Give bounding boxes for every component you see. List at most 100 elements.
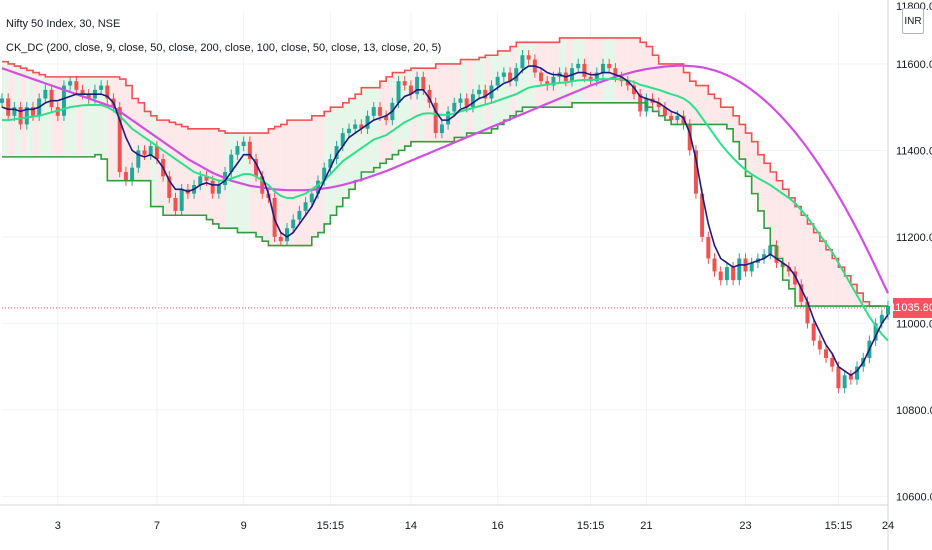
- band-fill-segment: [460, 59, 467, 138]
- band-fill-segment: [466, 59, 473, 134]
- candle-body: [508, 72, 513, 82]
- time-axis[interactable]: 3 7 9 15:15 14 16 15:15 21 23 15:15 24: [55, 520, 894, 532]
- currency-badge[interactable]: INR: [902, 8, 924, 34]
- band-fills: [2, 37, 870, 307]
- candle-body: [793, 271, 798, 285]
- candle-body: [483, 89, 488, 99]
- band-fill-segment: [776, 180, 783, 259]
- candle-body: [204, 176, 209, 181]
- band-fill-segment: [522, 42, 529, 108]
- candle-body: [235, 146, 240, 155]
- candle-body: [805, 301, 810, 324]
- candle-body: [576, 63, 581, 69]
- candle-body: [501, 72, 506, 77]
- candle-body: [886, 306, 890, 315]
- candle-body: [712, 258, 717, 272]
- candle-body: [309, 193, 314, 203]
- price-axis[interactable]: 10600.00 10800.00 11000.00 11200.00 11400.00…: [896, 1, 932, 503]
- band-fill-segment: [454, 63, 461, 138]
- price-tick-label: 11600.00: [896, 59, 932, 71]
- candle-body: [631, 85, 636, 95]
- candle-body: [80, 89, 85, 95]
- candle-body: [582, 63, 587, 77]
- candle-body: [439, 124, 444, 134]
- band-fill-segment: [720, 107, 727, 125]
- candle-body: [154, 146, 159, 160]
- candle-body: [241, 141, 246, 147]
- candle-body: [749, 262, 754, 272]
- band-fill-segment: [615, 37, 622, 103]
- symbol-title[interactable]: Nifty 50 Index, 30, NSE: [6, 18, 121, 30]
- candle-body: [600, 63, 605, 73]
- band-fill-segment: [541, 42, 548, 108]
- candle-body: [681, 115, 686, 125]
- band-fill-segment: [386, 76, 393, 160]
- candle-body: [18, 107, 23, 125]
- candle-body: [594, 72, 599, 82]
- candle-body: [136, 150, 141, 168]
- band-fill-segment: [838, 267, 845, 307]
- band-fill-segment: [348, 98, 356, 190]
- candle-body: [377, 107, 382, 116]
- candle-body: [130, 167, 135, 181]
- candle-body: [514, 68, 519, 82]
- candle-body: [260, 176, 265, 194]
- band-fill-segment: [317, 115, 325, 233]
- price-tick-label: 10800.00: [896, 405, 932, 417]
- candle-body: [520, 55, 525, 69]
- candle-body: [824, 349, 829, 358]
- band-fill-segment: [702, 85, 709, 125]
- candle-body: [470, 94, 475, 108]
- band-fill-segment: [695, 85, 703, 125]
- indicator-legend[interactable]: CK_DC (200, close, 9, close, 50, close, …: [6, 42, 442, 54]
- candle-body: [427, 89, 432, 103]
- candle-body: [799, 284, 804, 302]
- band-fill-segment: [361, 87, 368, 173]
- candle-body: [278, 236, 283, 242]
- candle-body: [700, 193, 705, 237]
- band-fill-segment: [646, 46, 653, 108]
- band-fill-segment: [70, 76, 77, 157]
- candle-body: [830, 357, 835, 367]
- time-tick-label: 9: [241, 520, 247, 532]
- band-fill-segment: [596, 37, 603, 103]
- candle-body: [539, 72, 544, 82]
- candle-body: [464, 98, 469, 108]
- candle-body: [30, 107, 35, 116]
- time-tick-label: 24: [882, 520, 894, 532]
- candle-body: [297, 210, 302, 220]
- last-price-label: 11035.80: [890, 297, 932, 318]
- candle-body: [198, 176, 203, 185]
- band-fill-segment: [764, 163, 771, 229]
- band-fill-segment: [640, 42, 647, 103]
- band-fill-segment: [813, 232, 820, 307]
- candle-body: [811, 323, 816, 341]
- candle-body: [334, 146, 339, 160]
- candle-body: [247, 141, 252, 160]
- candle-body: [340, 133, 345, 147]
- mid-ma-line: [2, 78, 889, 342]
- band-fill-segment: [8, 63, 15, 157]
- candle-body: [49, 89, 54, 108]
- band-fill-segment: [677, 63, 684, 125]
- candle-body: [24, 107, 29, 125]
- band-fill-segment: [714, 98, 721, 125]
- band-fill-segment: [503, 50, 511, 121]
- price-tick-label: 11000.00: [896, 318, 932, 330]
- band-fill-segment: [212, 128, 219, 224]
- band-fill-segment: [745, 133, 752, 177]
- band-fill-segment: [664, 63, 672, 121]
- band-fill-segment: [683, 72, 690, 125]
- candle-body: [68, 81, 73, 86]
- band-fill-segment: [479, 57, 486, 134]
- band-fill-segment: [305, 120, 312, 246]
- candle-body: [731, 267, 736, 281]
- band-fill-segment: [801, 215, 808, 307]
- time-tick-label: 21: [640, 520, 652, 532]
- candle-body: [855, 366, 860, 380]
- band-fill-segment: [770, 172, 777, 246]
- band-fill-segment: [324, 111, 331, 224]
- candle-body: [179, 189, 184, 211]
- candle-body: [842, 375, 847, 389]
